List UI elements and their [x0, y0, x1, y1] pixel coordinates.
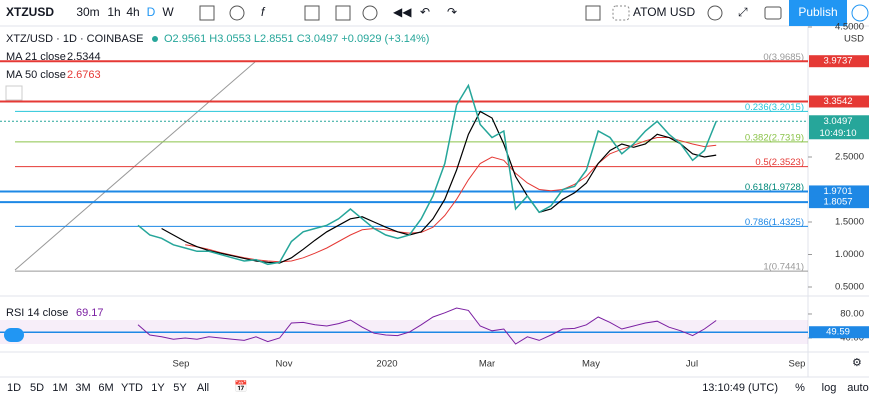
- range-button[interactable]: 5D: [30, 382, 44, 394]
- time-label: May: [582, 359, 600, 370]
- fib-label: 0.236(3.2015): [745, 102, 804, 113]
- toolbar: [0, 0, 869, 26]
- interval[interactable]: 30m: [76, 5, 99, 19]
- last-price-box: [809, 115, 869, 140]
- price-label: 3.9737: [823, 56, 852, 67]
- last-price-label: 3.0497: [823, 116, 852, 127]
- range-button[interactable]: 1D: [7, 382, 21, 394]
- time-label: Mar: [479, 359, 495, 370]
- price-label-box: [809, 196, 869, 209]
- y-tick-label: 4.5000: [835, 22, 864, 33]
- price-label-box: [809, 95, 869, 108]
- rewind-icon[interactable]: ◀◀: [393, 5, 412, 19]
- clock: 13:10:49 (UTC): [702, 382, 778, 394]
- rsi-value: 69.17: [76, 307, 104, 319]
- price-line: [137, 83, 717, 266]
- ma21-line: [161, 110, 717, 264]
- collapse-legend[interactable]: [5, 85, 23, 101]
- fib-label: 0(3.9685): [763, 52, 804, 63]
- price-label: 1.9701: [823, 186, 852, 197]
- ma50-line: [185, 137, 717, 263]
- price-label-box: [809, 185, 869, 198]
- range-button[interactable]: 1M: [52, 382, 67, 394]
- rsi-label: RSI 14 close: [6, 307, 68, 319]
- currency: USD: [844, 34, 864, 45]
- fib-label: 0.618(1.9728): [745, 182, 804, 193]
- fib-label: 0.5(2.3523): [755, 157, 804, 168]
- replay-icon[interactable]: [335, 5, 351, 21]
- settings-gear[interactable]: ⚙: [852, 357, 862, 369]
- fx-icon[interactable]: f: [261, 5, 266, 19]
- rsi-level-box: [809, 326, 869, 339]
- publish-button[interactable]: [789, 0, 847, 26]
- expand-icon[interactable]: [851, 4, 869, 22]
- alert-icon[interactable]: [362, 5, 378, 21]
- range-button[interactable]: YTD: [121, 382, 143, 394]
- market-status: [152, 36, 158, 42]
- y-tick-label: 1.0000: [835, 249, 864, 260]
- rsi-logo[interactable]: [4, 328, 24, 342]
- y-tick-label: 0.5000: [835, 282, 864, 293]
- y-tick-label: 1.5000: [835, 217, 864, 228]
- percent-toggle[interactable]: %: [795, 382, 805, 394]
- interval[interactable]: 1h: [107, 5, 120, 19]
- compare-symbol[interactable]: ATOM USD: [633, 5, 696, 19]
- price-label: 1.8057: [823, 197, 852, 208]
- time-label: Jul: [686, 359, 698, 370]
- snapshot-icon[interactable]: [764, 6, 782, 20]
- range-button[interactable]: 5Y: [173, 382, 187, 394]
- interval[interactable]: 4h: [126, 5, 139, 19]
- date-range-icon[interactable]: 📅: [234, 380, 248, 393]
- range-button[interactable]: 1Y: [151, 382, 165, 394]
- undo-icon[interactable]: ↶: [420, 5, 430, 19]
- ma21-value: 2.5344: [67, 51, 101, 63]
- legend-title: XTZ/USD · 1D · COINBASE: [6, 33, 144, 45]
- fullscreen-icon[interactable]: ⤢: [737, 5, 748, 19]
- template-icon[interactable]: [304, 5, 320, 21]
- fib-label: 1(0.7441): [763, 262, 804, 273]
- settings-icon[interactable]: [707, 5, 723, 21]
- range-button[interactable]: 3M: [75, 382, 90, 394]
- interval[interactable]: W: [162, 5, 174, 19]
- fib-label: 0.382(2.7319): [745, 132, 804, 143]
- ma50-label: MA 50 close: [6, 69, 66, 81]
- price-label: 3.3542: [823, 96, 852, 107]
- interval[interactable]: D: [147, 5, 156, 19]
- redo-icon[interactable]: ↷: [447, 5, 457, 19]
- range-button[interactable]: 6M: [98, 382, 113, 394]
- legend-ohlc: O2.9561 H3.0553 L2.8551 C3.0497 +0.0929 …: [164, 33, 429, 45]
- log-toggle[interactable]: log: [822, 382, 837, 394]
- chart-type-icon[interactable]: [199, 5, 215, 21]
- auto-toggle[interactable]: auto: [847, 382, 868, 394]
- publish-label[interactable]: Publish: [798, 5, 837, 19]
- rsi-tick-label: 80.00: [840, 308, 864, 319]
- rsi-level-label: 49.59: [826, 327, 850, 338]
- countdown-label: 10:49:10: [820, 128, 857, 139]
- time-label: Sep: [173, 359, 190, 370]
- indicator-icon[interactable]: [229, 5, 245, 21]
- time-label: Nov: [276, 359, 293, 370]
- layout-icon[interactable]: [585, 5, 601, 21]
- trend-line: [14, 61, 256, 271]
- symbol[interactable]: XTZUSD: [6, 5, 54, 19]
- time-label: Sep: [789, 359, 806, 370]
- ma21-label: MA 21 close: [6, 51, 66, 63]
- range-button[interactable]: All: [197, 382, 209, 394]
- ma50-value: 2.6763: [67, 69, 101, 81]
- y-tick-label: 2.5000: [835, 152, 864, 163]
- fib-label: 0.786(1.4325): [745, 217, 804, 228]
- time-label: 2020: [376, 359, 397, 370]
- price-label-box: [809, 55, 869, 68]
- rsi-line: [137, 307, 717, 345]
- compare-icon[interactable]: [612, 5, 630, 21]
